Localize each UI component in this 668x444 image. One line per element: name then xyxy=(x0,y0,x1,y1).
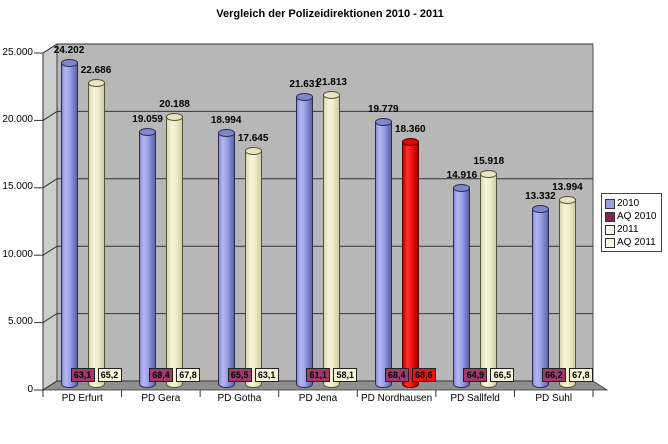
value-label-2010-pd-gotha: 18.994 xyxy=(210,114,242,126)
aq-label-aq-2011-pd-gera: 67,8 xyxy=(176,368,201,382)
bar-2010-pd-jena xyxy=(296,93,314,388)
y-axis-label: 25.000 xyxy=(2,46,33,58)
y-axis-label: 0 xyxy=(27,383,33,395)
legend-label: 2010 xyxy=(617,198,640,209)
x-axis-label-pd-sallfeld: PD Sallfeld xyxy=(450,393,500,404)
bar-2011-pd-sallfeld xyxy=(480,170,498,388)
legend-item-aq-2010: AQ 2010 xyxy=(605,210,659,223)
legend: 2010 AQ 2010 2011 AQ 2011 xyxy=(601,193,662,252)
bar-2011-pd-erfurt xyxy=(87,79,105,388)
value-label-2011-pd-sallfeld: 15.918 xyxy=(473,156,505,168)
bar-2011-pd-gotha xyxy=(244,147,262,388)
value-label-2011-pd-jena: 21.813 xyxy=(316,76,347,88)
bar-2010-pd-sallfeld xyxy=(453,183,471,388)
gridline-stub xyxy=(42,245,58,256)
value-label-2010-pd-sallfeld: 14.916 xyxy=(446,169,478,181)
gridline-stub xyxy=(42,313,58,324)
legend-label: AQ 2010 xyxy=(617,211,657,222)
value-label-2011-pd-suhl: 13.994 xyxy=(552,182,583,194)
value-label-2011-pd-nordhausen: 18.360 xyxy=(394,123,426,135)
y-axis-label: 15.000 xyxy=(2,181,33,193)
aq-label-aq-2011-pd-nordhausen: 68,6 xyxy=(411,368,436,382)
bar-2010-pd-gotha xyxy=(217,128,235,388)
x-axis-label-pd-suhl: PD Suhl xyxy=(535,393,573,404)
aq-label-aq-2010-pd-gotha: 65,5 xyxy=(227,368,252,382)
bar-2010-pd-erfurt xyxy=(60,58,78,388)
y-axis-label: 10.000 xyxy=(2,248,33,260)
x-axis-label-pd-nordhausen: PD Nordhausen xyxy=(360,393,433,404)
value-label-2011-pd-gera: 20.188 xyxy=(159,98,190,110)
value-label-2010-pd-jena: 21.631 xyxy=(289,79,320,91)
legend-item-aq-2011: AQ 2011 xyxy=(605,236,659,249)
aq-label-aq-2010-pd-jena: 61,1 xyxy=(306,368,331,382)
bar-2010-pd-suhl xyxy=(531,205,549,388)
legend-label: AQ 2011 xyxy=(617,237,656,248)
value-label-2011-pd-gotha: 17.645 xyxy=(237,133,269,145)
aq-label-aq-2010-pd-erfurt: 63,1 xyxy=(70,368,95,382)
aq-label-aq-2010-pd-suhl: 66,2 xyxy=(541,368,566,382)
gridline-stub xyxy=(42,178,58,189)
aq-label-aq-2011-pd-suhl: 67,8 xyxy=(568,368,593,382)
value-label-2010-pd-erfurt: 24.202 xyxy=(53,44,85,56)
chart-title: Vergleich der Polizeidirektionen 2010 - … xyxy=(216,8,444,20)
aq-label-aq-2010-pd-nordhausen: 68,4 xyxy=(384,368,409,382)
plot-side-wall xyxy=(42,43,58,391)
bar-2011-pd-jena xyxy=(323,90,341,388)
legend-swatch-2010 xyxy=(605,198,615,209)
gridline-stub xyxy=(42,380,58,391)
aq-label-aq-2011-pd-jena: 58,1 xyxy=(333,368,358,382)
gridline-stub xyxy=(42,43,58,54)
y-axis-label: 20.000 xyxy=(2,113,33,125)
aq-label-aq-2011-pd-erfurt: 65,2 xyxy=(97,368,122,382)
value-label-2010-pd-gera: 19.059 xyxy=(132,114,163,126)
x-axis-label-pd-erfurt: PD Erfurt xyxy=(61,393,103,404)
aq-label-aq-2010-pd-gera: 68,4 xyxy=(149,368,174,382)
x-axis-label-pd-gotha: PD Gotha xyxy=(217,393,262,404)
aq-label-aq-2010-pd-sallfeld: 64,9 xyxy=(463,368,488,382)
legend-item-2010: 2010 xyxy=(605,197,659,210)
x-axis-label-pd-gera: PD Gera xyxy=(141,393,181,404)
bar-2011-pd-nordhausen xyxy=(401,137,419,388)
bar-2010-pd-gera xyxy=(139,128,157,388)
legend-swatch-aq-2011 xyxy=(605,237,615,248)
y-axis-label: 5.000 xyxy=(7,316,33,328)
legend-swatch-aq-2010 xyxy=(605,211,615,222)
legend-swatch-2011 xyxy=(605,224,615,235)
legend-label: 2011 xyxy=(617,224,639,235)
aq-label-aq-2011-pd-gotha: 63,1 xyxy=(254,368,279,382)
aq-label-aq-2011-pd-sallfeld: 66,5 xyxy=(490,368,515,382)
legend-item-2011: 2011 xyxy=(605,223,659,236)
bar-2011-pd-gera xyxy=(166,112,184,388)
value-label-2011-pd-erfurt: 22.686 xyxy=(80,65,112,77)
value-label-2010-pd-nordhausen: 19.779 xyxy=(367,104,399,116)
bar-2011-pd-suhl xyxy=(558,196,576,388)
x-axis-label-pd-jena: PD Jena xyxy=(298,393,338,404)
gridline-stub xyxy=(42,110,58,121)
value-label-2010-pd-suhl: 13.332 xyxy=(525,191,556,203)
bar-2010-pd-nordhausen xyxy=(374,118,392,388)
